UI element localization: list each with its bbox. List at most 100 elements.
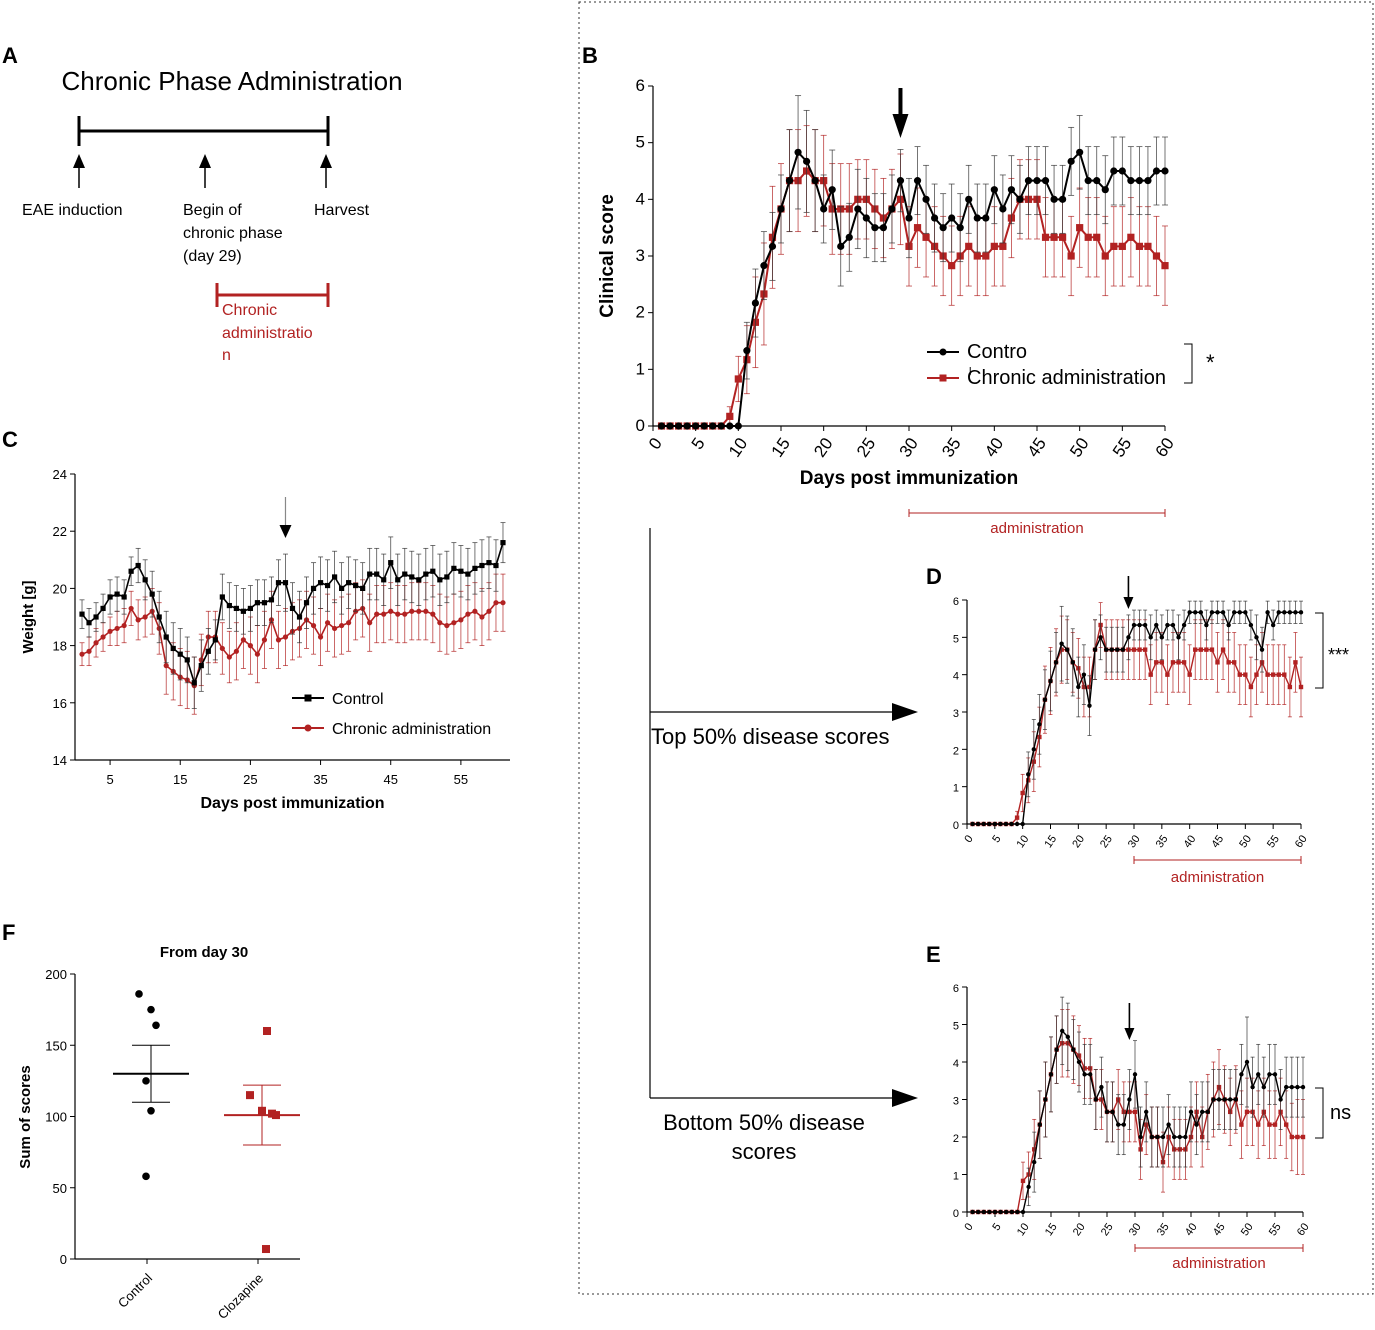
data-point: [346, 620, 352, 626]
data-point: [1170, 660, 1176, 665]
data-point: [493, 562, 499, 569]
x-tick-label: 25: [1099, 1221, 1116, 1238]
data-point: [1287, 610, 1293, 615]
data-point: [1076, 1059, 1082, 1065]
x-tick-label: 20: [1071, 1221, 1088, 1238]
data-point: [263, 1027, 271, 1035]
y-tick-label: 150: [45, 1038, 67, 1053]
data-point: [282, 580, 289, 586]
legend-label: Chronic administration: [332, 721, 491, 738]
data-point: [717, 422, 725, 430]
data-point: [212, 637, 218, 643]
data-point: [871, 224, 879, 232]
x-tick-label: 40: [1182, 833, 1199, 850]
data-point: [142, 1077, 150, 1085]
data-point: [219, 645, 225, 652]
legend-marker: [304, 694, 312, 702]
data-point: [479, 614, 485, 620]
data-point: [458, 568, 464, 574]
x-tick-label: 25: [1098, 833, 1115, 850]
data-point: [1138, 1134, 1143, 1140]
data-point: [1237, 672, 1242, 677]
data-point: [486, 560, 492, 566]
data-point: [1087, 703, 1092, 708]
data-point: [888, 205, 896, 213]
x-tick-label: 20: [810, 434, 836, 460]
data-point: [339, 585, 345, 591]
data-point: [360, 585, 366, 591]
chart-title: From day 30: [160, 944, 248, 961]
x-tick-label: 45: [1211, 1221, 1228, 1238]
x-tick-label: 25: [853, 434, 879, 460]
significance-bracket: [1184, 343, 1193, 384]
data-point: [310, 622, 317, 629]
data-point: [1188, 1109, 1194, 1115]
x-tick-label: 35: [1155, 1221, 1172, 1238]
data-point: [128, 568, 134, 574]
group-clozapine: [224, 1027, 300, 1254]
data-point: [1282, 610, 1287, 615]
data-point: [1200, 1109, 1205, 1115]
data-point: [1118, 242, 1126, 250]
data-point: [339, 622, 345, 629]
data-point: [1014, 815, 1020, 820]
data-point: [1289, 1134, 1294, 1140]
data-point: [381, 611, 387, 617]
data-point: [1270, 672, 1276, 677]
data-point: [170, 645, 176, 652]
data-point: [922, 195, 930, 203]
data-point: [121, 622, 127, 629]
group-control: [113, 990, 189, 1181]
y-tick-label: 2: [953, 745, 959, 757]
data-point: [444, 622, 450, 629]
data-point: [451, 620, 457, 626]
x-tick-label: 55: [1265, 833, 1282, 850]
data-point: [1170, 622, 1176, 628]
data-point: [998, 821, 1003, 827]
data-point: [1031, 747, 1037, 752]
data-point: [135, 562, 141, 569]
data-point: [395, 611, 401, 617]
data-point: [163, 634, 169, 640]
data-point: [135, 990, 143, 998]
data-point: [1110, 242, 1118, 250]
data-point: [1215, 660, 1220, 665]
y-tick-label: 0: [636, 416, 645, 435]
event-label-harvest: Harvest: [314, 202, 370, 219]
data-point: [1020, 821, 1025, 827]
data-point: [472, 565, 478, 571]
data-point: [1226, 622, 1231, 628]
y-tick-label: 5: [636, 133, 645, 152]
admin-range-label: administration: [1172, 1255, 1265, 1272]
x-tick-label: 0: [962, 1221, 975, 1233]
data-point: [114, 591, 120, 597]
data-point: [1159, 660, 1165, 665]
data-point: [990, 242, 998, 250]
data-point: [1254, 672, 1259, 677]
data-point: [1024, 177, 1033, 185]
y-tick-label: 0: [60, 1252, 67, 1267]
y-tick-label: 3: [953, 708, 959, 720]
data-point: [1239, 1072, 1244, 1077]
data-point: [1239, 1122, 1244, 1127]
data-point: [992, 1209, 998, 1215]
series-line: [972, 1029, 1303, 1213]
data-point: [1181, 660, 1187, 665]
data-point: [726, 422, 734, 430]
x-axis-title: Days post immunization: [800, 468, 1019, 489]
x-tick-label: 55: [1267, 1221, 1284, 1238]
data-point: [79, 651, 85, 657]
data-point: [862, 214, 870, 222]
x-tick-label: 40: [1183, 1221, 1200, 1238]
event-label-begin-line2: chronic phase: [183, 225, 283, 242]
data-point: [226, 602, 232, 609]
data-point: [240, 637, 246, 643]
event-label-begin-line3: (day 29): [183, 248, 242, 265]
y-tick-label: 18: [53, 639, 67, 654]
data-point: [107, 594, 113, 600]
data-point: [79, 611, 85, 617]
data-point: [1003, 821, 1009, 827]
data-point: [324, 620, 331, 626]
x-tick-label: 55: [454, 772, 468, 787]
